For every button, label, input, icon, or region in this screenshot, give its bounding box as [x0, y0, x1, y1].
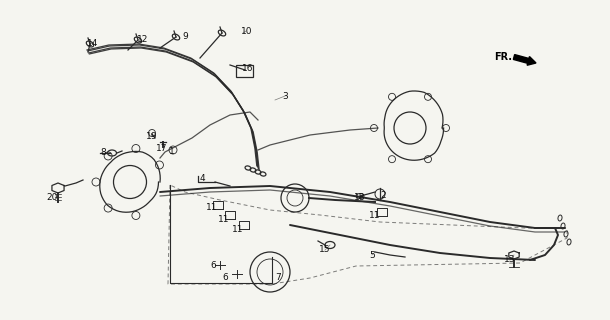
Text: 20: 20	[46, 194, 58, 203]
Text: 2: 2	[380, 191, 386, 201]
Text: 18: 18	[354, 194, 366, 203]
Text: 11: 11	[206, 204, 218, 212]
Text: 1: 1	[169, 147, 175, 156]
Text: 10: 10	[241, 27, 253, 36]
Text: 11: 11	[369, 211, 381, 220]
Text: 6: 6	[222, 273, 228, 282]
Text: 5: 5	[369, 251, 375, 260]
Text: 11: 11	[232, 226, 244, 235]
Text: 17: 17	[156, 143, 168, 153]
Text: 6: 6	[210, 260, 216, 269]
Text: 16: 16	[242, 63, 254, 73]
Text: 8: 8	[100, 148, 106, 156]
FancyArrow shape	[514, 55, 536, 65]
Text: 12: 12	[137, 35, 149, 44]
Text: FR.: FR.	[494, 52, 512, 62]
Text: 15: 15	[319, 245, 331, 254]
Text: 7: 7	[275, 273, 281, 282]
Text: 19: 19	[146, 132, 158, 140]
Text: 3: 3	[282, 92, 288, 100]
Text: 4: 4	[199, 173, 205, 182]
Text: 11: 11	[218, 215, 230, 225]
Text: 13: 13	[504, 255, 515, 265]
Text: 14: 14	[87, 38, 99, 47]
Text: 9: 9	[182, 31, 188, 41]
